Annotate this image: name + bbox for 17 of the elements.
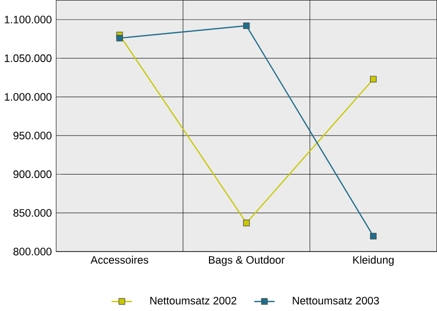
x-tick-label: Bags & Outdoor <box>209 256 285 266</box>
x-tick-label: Kleidung <box>353 256 394 266</box>
y-tick-label: 1.050.000 <box>4 54 52 62</box>
point <box>243 22 250 30</box>
legend-label: Nettoumsatz 2002 <box>150 296 236 304</box>
y-tick-label: 1.000.000 <box>4 93 52 101</box>
x-tick-label: Accessoires <box>90 256 148 264</box>
y-tick-label: 1.100.000 <box>4 16 52 24</box>
point <box>116 34 123 42</box>
y-tick-label: 800.000 <box>13 248 52 256</box>
point <box>243 220 250 226</box>
y-tick-label: 950.000 <box>13 132 52 140</box>
y-tick-label: 900.000 <box>13 170 52 178</box>
point <box>370 232 377 240</box>
y-tick-label: 850.000 <box>13 209 52 217</box>
legend-label: Nettoumsatz 2003 <box>292 296 379 304</box>
point <box>370 76 377 82</box>
